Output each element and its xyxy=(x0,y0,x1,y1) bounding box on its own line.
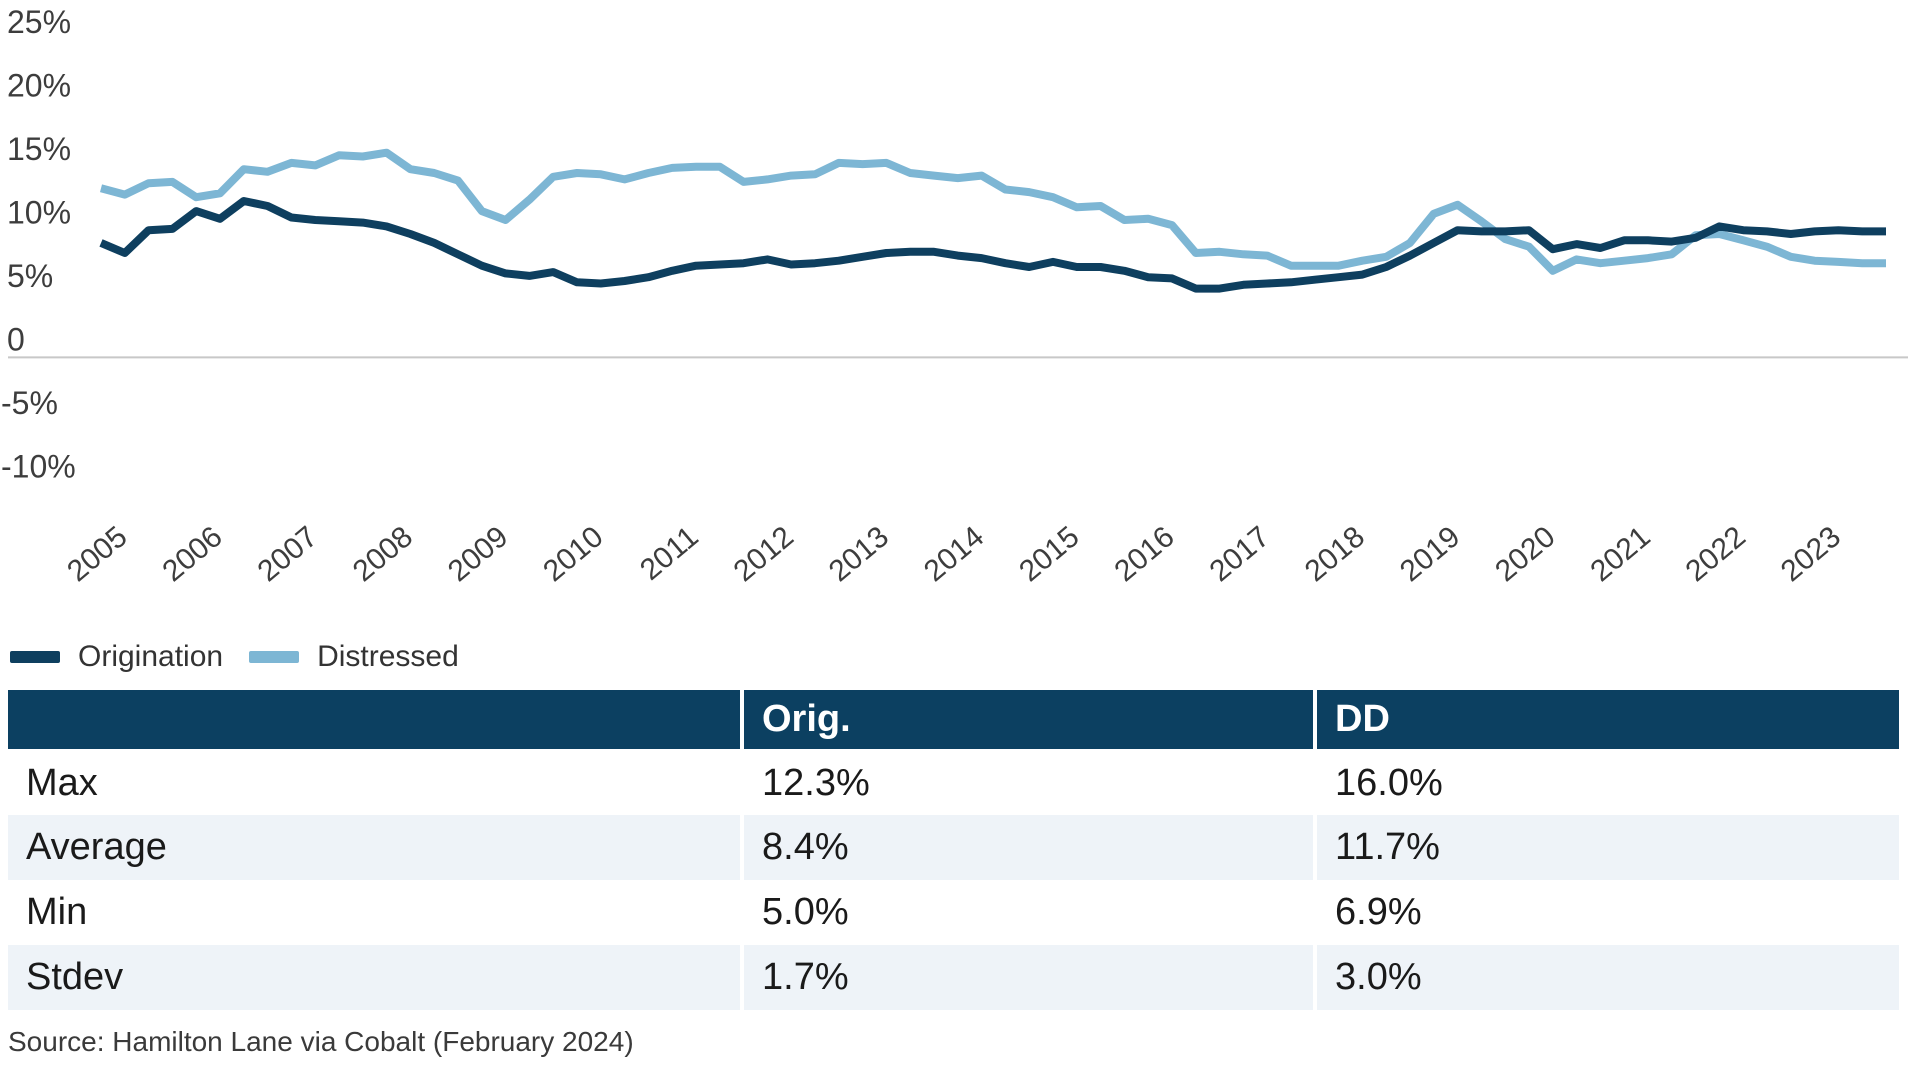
y-axis-tick-label: 10% xyxy=(7,194,71,230)
x-axis-tick-label: 2014 xyxy=(918,520,990,588)
summary-stats-table: Orig. DD Max 12.3% 16.0% Average 8.4% 11… xyxy=(8,690,1899,1010)
dd-column-header: DD xyxy=(1313,690,1899,752)
orig-column-header: Orig. xyxy=(740,690,1315,752)
row-label: Max xyxy=(26,761,98,804)
row-label: Min xyxy=(26,891,88,933)
x-axis-tick-label: 2012 xyxy=(728,520,800,588)
x-axis-tick-label: 2021 xyxy=(1584,520,1656,588)
x-axis-tick-label: 2007 xyxy=(252,520,324,588)
x-axis-tick-label: 2017 xyxy=(1204,520,1276,588)
max-orig-value: 12.3% xyxy=(740,750,1315,815)
distressed-legend-swatch xyxy=(249,651,300,663)
source-note: Source: Hamilton Lane via Cobalt (Februa… xyxy=(8,1026,634,1057)
chart-legend: Origination Distressed xyxy=(10,638,1924,676)
x-axis-tick-label: 2022 xyxy=(1680,520,1752,588)
stdev-dd-value: 3.0% xyxy=(1313,945,1899,1010)
y-axis-tick-label: 15% xyxy=(7,131,71,167)
y-axis-tick-label: 20% xyxy=(7,67,71,103)
min-orig-value: 5.0% xyxy=(740,880,1315,945)
row-label: Stdev xyxy=(8,945,742,1010)
row-label: Average xyxy=(8,815,742,880)
x-axis-tick-label: 2006 xyxy=(156,520,228,588)
x-axis-tick-label: 2015 xyxy=(1013,520,1085,588)
x-axis-tick-label: 2010 xyxy=(537,520,609,588)
x-axis-tick-label: 2016 xyxy=(1108,520,1180,588)
y-axis-tick-label: 0 xyxy=(7,321,25,357)
min-dd-value: 6.9% xyxy=(1313,880,1899,945)
table-row-min: Min 5.0% 6.9% xyxy=(8,880,1899,945)
table-row-average: Average 8.4% 11.7% xyxy=(8,815,1899,880)
origination-legend-swatch xyxy=(10,651,60,663)
x-axis-tick-label: 2009 xyxy=(442,520,514,588)
y-axis-tick-label: 25% xyxy=(7,4,71,40)
origination-legend-label: Origination xyxy=(78,640,224,673)
table-row-stdev: Stdev 1.7% 3.0% xyxy=(8,945,1899,1010)
metric-column-header xyxy=(8,690,742,752)
x-axis-tick-label: 2011 xyxy=(634,520,705,587)
table-header-row: Orig. DD xyxy=(8,690,1899,752)
x-axis-tick-label: 2013 xyxy=(823,520,895,588)
stdev-orig-value: 1.7% xyxy=(740,945,1315,1010)
x-axis-tick-label: 2008 xyxy=(347,520,419,588)
x-axis-tick-label: 2019 xyxy=(1394,520,1466,588)
distressed-legend-label: Distressed xyxy=(317,640,459,673)
line-chart: 25% 20% 15% 10% 5% 0 -5% -10% 2005 2006 2007 2008 20… xyxy=(1,4,1908,588)
x-axis-tick-label: 2018 xyxy=(1299,520,1371,588)
average-orig-value: 8.4% xyxy=(740,815,1315,880)
y-axis-tick-label: -5% xyxy=(1,385,58,421)
max-dd-value: 16.0% xyxy=(1313,750,1899,815)
y-axis-tick-label: -10% xyxy=(1,448,76,484)
average-dd-value: 11.7% xyxy=(1313,815,1899,880)
x-axis-tick-label: 2020 xyxy=(1489,520,1561,588)
series-line-origination xyxy=(99,197,1886,293)
x-axis-tick-label: 2005 xyxy=(61,520,133,588)
y-axis-tick-label: 5% xyxy=(7,258,53,294)
table-row-max: Max 12.3% 16.0% xyxy=(8,750,1899,815)
series-line-distressed xyxy=(99,148,1886,275)
x-axis-tick-label: 2023 xyxy=(1775,520,1847,588)
